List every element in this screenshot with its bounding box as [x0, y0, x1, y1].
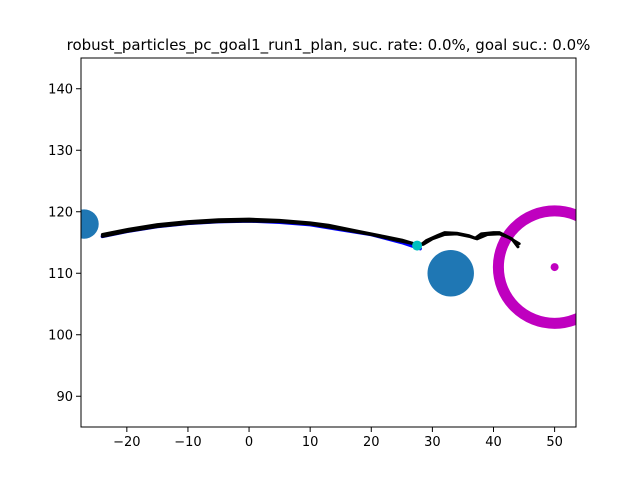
y-tick-label: 120 — [48, 205, 73, 220]
chart-title: robust_particles_pc_goal1_run1_plan, suc… — [67, 36, 591, 55]
y-tick-label: 100 — [48, 328, 73, 343]
x-tick-label: 40 — [485, 435, 502, 450]
y-tick-label: 90 — [56, 390, 73, 405]
y-tick-label: 130 — [48, 144, 73, 159]
y-tick-label: 140 — [48, 82, 73, 97]
x-axis: −20 −10 0 10 20 30 40 50 — [113, 427, 563, 450]
x-tick-label: −10 — [174, 435, 201, 450]
plot-area — [81, 205, 576, 329]
particle-path-2 — [100, 219, 521, 246]
goal-point — [550, 263, 559, 272]
x-tick-label: 50 — [546, 435, 563, 450]
current-position-marker — [412, 240, 423, 251]
x-tick-label: −20 — [113, 435, 140, 450]
obstacle-2 — [427, 250, 474, 297]
goal-region-ring — [492, 205, 576, 329]
x-tick-label: 30 — [424, 435, 441, 450]
obstacle-1 — [81, 209, 99, 239]
x-tick-label: 10 — [302, 435, 319, 450]
x-tick-label: 0 — [245, 435, 253, 450]
x-tick-label: 20 — [363, 435, 380, 450]
axes-frame — [80, 57, 577, 428]
y-axis: 90 100 110 120 130 140 — [48, 82, 81, 405]
y-tick-label: 110 — [48, 267, 73, 282]
